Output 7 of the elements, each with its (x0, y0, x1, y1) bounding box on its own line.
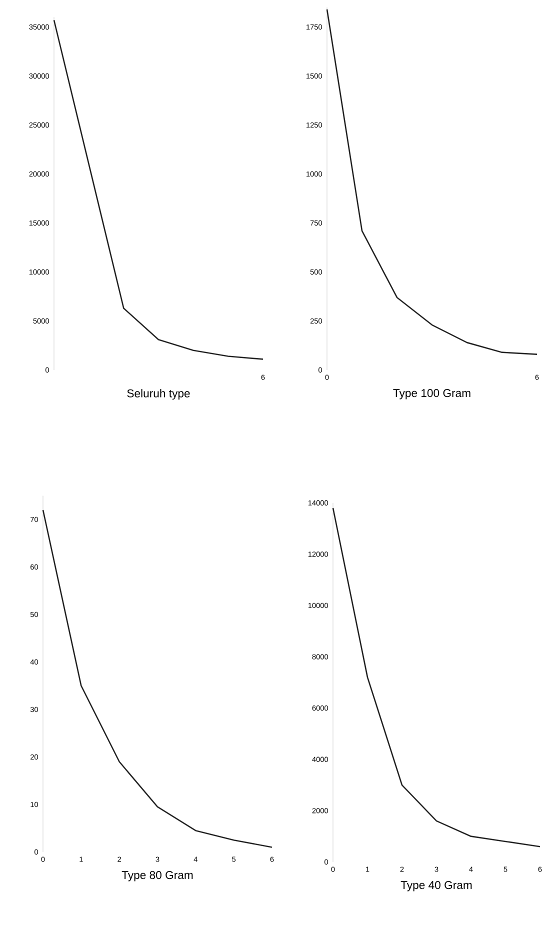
line-series (332, 507, 541, 848)
x-axis-title: Type 80 Gram (122, 871, 193, 882)
x-axis-title: Seluruh type (127, 389, 190, 400)
x-axis-title: Type 100 Gram (393, 389, 470, 400)
x-axis-title: Type 40 Gram (400, 881, 472, 892)
line-series (326, 8, 538, 355)
line-series (42, 509, 273, 848)
